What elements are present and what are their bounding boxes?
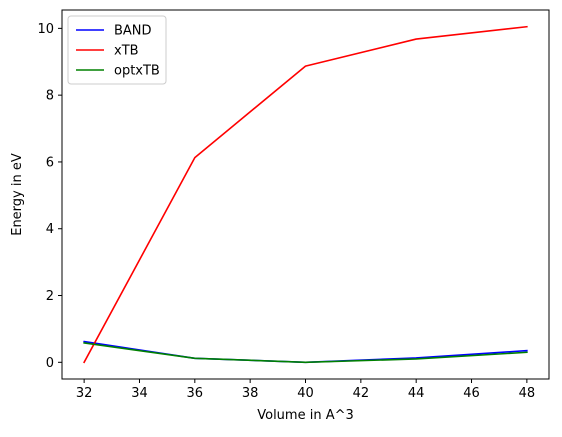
x-axis-label: Volume in A^3 bbox=[257, 408, 354, 423]
y-tick-label: 0 bbox=[46, 356, 54, 371]
y-tick-label: 4 bbox=[46, 222, 54, 237]
y-tick-label: 6 bbox=[46, 155, 54, 170]
legend-box bbox=[67, 15, 167, 85]
y-tick-label: 2 bbox=[46, 289, 54, 304]
x-tick-label: 46 bbox=[463, 386, 480, 401]
x-tick-label: 36 bbox=[187, 386, 204, 401]
x-tick-label: 48 bbox=[519, 386, 536, 401]
x-tick-label: 42 bbox=[353, 386, 370, 401]
series-line-optxtb bbox=[83, 342, 528, 364]
x-tick-label: 32 bbox=[76, 386, 93, 401]
y-tick-label: 10 bbox=[37, 22, 54, 37]
x-axis: 32 34 36 38 40 42 44 46 48 bbox=[76, 379, 535, 401]
legend: BAND xTB optxTB bbox=[67, 15, 167, 85]
x-tick-label: 40 bbox=[297, 386, 314, 401]
y-tick-label: 8 bbox=[46, 89, 54, 104]
x-tick-label: 34 bbox=[131, 386, 148, 401]
x-tick-label: 38 bbox=[242, 386, 259, 401]
series-layer bbox=[83, 25, 528, 364]
legend-label: xTB bbox=[114, 44, 139, 59]
x-tick-label: 44 bbox=[408, 386, 425, 401]
legend-label: BAND bbox=[114, 24, 152, 39]
y-axis: 0 2 4 6 8 10 bbox=[37, 22, 62, 371]
y-axis-label: Energy in eV bbox=[10, 153, 25, 236]
legend-label: optxTB bbox=[114, 64, 160, 79]
series-line-xtb bbox=[83, 25, 528, 364]
